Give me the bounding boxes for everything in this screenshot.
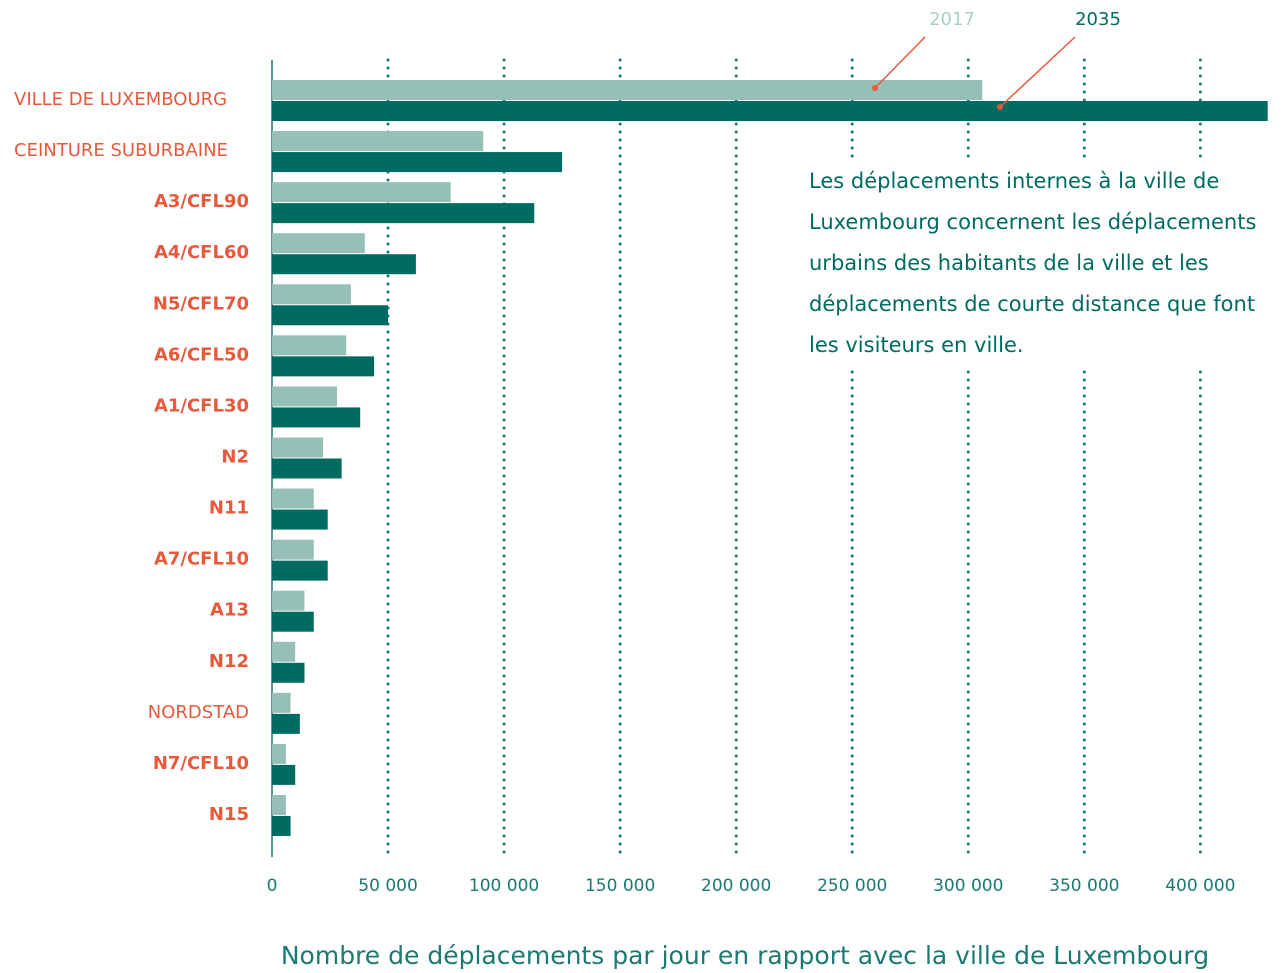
bar [272, 284, 351, 305]
bar [272, 662, 305, 683]
legend-label: 2035 [1075, 9, 1121, 30]
bar [272, 305, 389, 326]
legend-pointer [999, 36, 1076, 108]
category-label: N7/CFL10 [153, 753, 249, 774]
legend-label: 2017 [929, 9, 975, 30]
bar [272, 713, 300, 734]
bar [272, 815, 291, 836]
legend-dot [997, 104, 1003, 110]
x-tick-label: 400 000 [1165, 876, 1235, 896]
category-label: N11 [209, 498, 249, 519]
category-label: N5/CFL70 [153, 293, 249, 314]
bar [272, 692, 291, 713]
bar [272, 437, 324, 458]
x-axis-title: Nombre de déplacements par jour en rappo… [281, 941, 1209, 970]
bar [272, 509, 328, 530]
bar [272, 641, 296, 662]
x-tick-label: 100 000 [469, 876, 539, 896]
x-tick-label: 200 000 [701, 876, 771, 896]
category-label: N12 [209, 651, 249, 672]
category-label: A1/CFL30 [154, 395, 249, 416]
category-label: A6/CFL50 [154, 344, 249, 365]
bar [272, 539, 314, 560]
x-tick-label: 0 [267, 876, 278, 896]
annotation: Les déplacements internes à la ville de [809, 169, 1219, 193]
annotation-bg [795, 160, 1288, 370]
bar [272, 254, 416, 275]
bar [272, 488, 314, 509]
bar [272, 764, 296, 785]
category-label: CEINTURE SUBURBAINE [14, 140, 228, 161]
bar [272, 203, 535, 224]
bar [272, 386, 337, 407]
category-label: A13 [210, 600, 249, 621]
legend-dot [872, 85, 878, 91]
annotation: les visiteurs en ville. [809, 333, 1024, 357]
bar [272, 152, 563, 173]
bar [272, 335, 347, 356]
bar [272, 182, 451, 203]
bar [272, 794, 286, 815]
category-label: N15 [209, 804, 249, 825]
bar [272, 458, 342, 479]
bar [272, 560, 328, 581]
bar [272, 80, 983, 100]
annotation: Luxembourg concernent les déplacements [809, 210, 1256, 234]
x-tick-label: 150 000 [585, 876, 655, 896]
bar [272, 611, 314, 632]
annotation: urbains des habitants de la ville et les [809, 251, 1209, 275]
category-label: NORDSTAD [148, 702, 249, 723]
annotation: déplacements de courte distance que font [809, 292, 1255, 316]
x-tick-label: 50 000 [358, 876, 417, 896]
category-label: A4/CFL60 [154, 242, 249, 263]
bar [272, 131, 484, 152]
bar [272, 743, 286, 764]
bar [272, 590, 305, 611]
category-label: N2 [221, 446, 249, 467]
x-tick-label: 250 000 [817, 876, 887, 896]
bar [272, 101, 1268, 121]
category-label: A7/CFL10 [154, 549, 249, 570]
x-tick-label: 300 000 [933, 876, 1003, 896]
bar [272, 356, 375, 377]
bar [272, 233, 365, 254]
legend-pointer [874, 36, 926, 89]
bar [272, 407, 361, 428]
category-label: VILLE DE LUXEMBOURG [14, 89, 227, 110]
x-tick-label: 350 000 [1049, 876, 1119, 896]
category-label: A3/CFL90 [154, 191, 249, 212]
